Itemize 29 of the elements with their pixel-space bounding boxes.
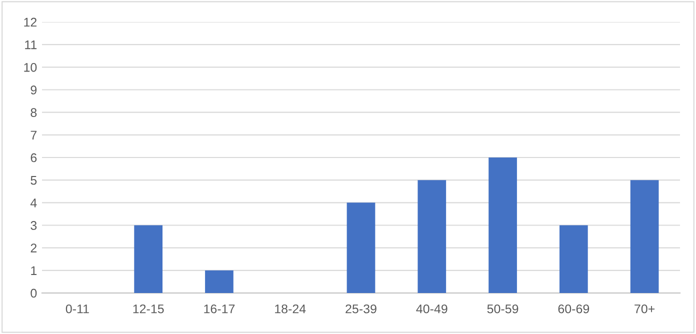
y-tick-label: 1	[31, 266, 37, 275]
x-tick-label: 60-69	[558, 304, 590, 314]
bar	[418, 180, 446, 293]
y-tick-label: 8	[30, 108, 37, 117]
bar	[630, 180, 659, 293]
y-tick-label: 3	[30, 221, 37, 230]
x-tick-label: 12-15	[133, 304, 164, 314]
y-tick-label: 4	[30, 198, 37, 208]
x-tick-label: 40-49	[416, 304, 448, 314]
y-tick-label: 5	[30, 176, 37, 185]
x-tick-label: 50-59	[487, 304, 518, 314]
x-tick-label: 16-17	[204, 304, 235, 314]
x-tick-label: 18-24	[275, 304, 306, 314]
y-tick-label: 12	[24, 18, 37, 27]
x-tick-label: 0-11	[66, 304, 89, 314]
x-tick-label: 25-39	[346, 304, 376, 314]
bar	[205, 270, 234, 293]
bar	[134, 225, 163, 293]
y-tick-label: 9	[30, 86, 37, 94]
bar	[488, 158, 517, 293]
bar	[559, 225, 588, 293]
y-tick-label: 7	[30, 130, 37, 140]
y-tick-label: 0	[30, 288, 37, 298]
x-tick-label: 70+	[634, 304, 655, 314]
bar	[346, 202, 376, 293]
y-tick-label: 2	[30, 244, 37, 252]
y-tick-label: 6	[30, 153, 37, 162]
y-tick-label: 11	[25, 40, 37, 50]
y-tick-label: 10	[24, 62, 37, 72]
